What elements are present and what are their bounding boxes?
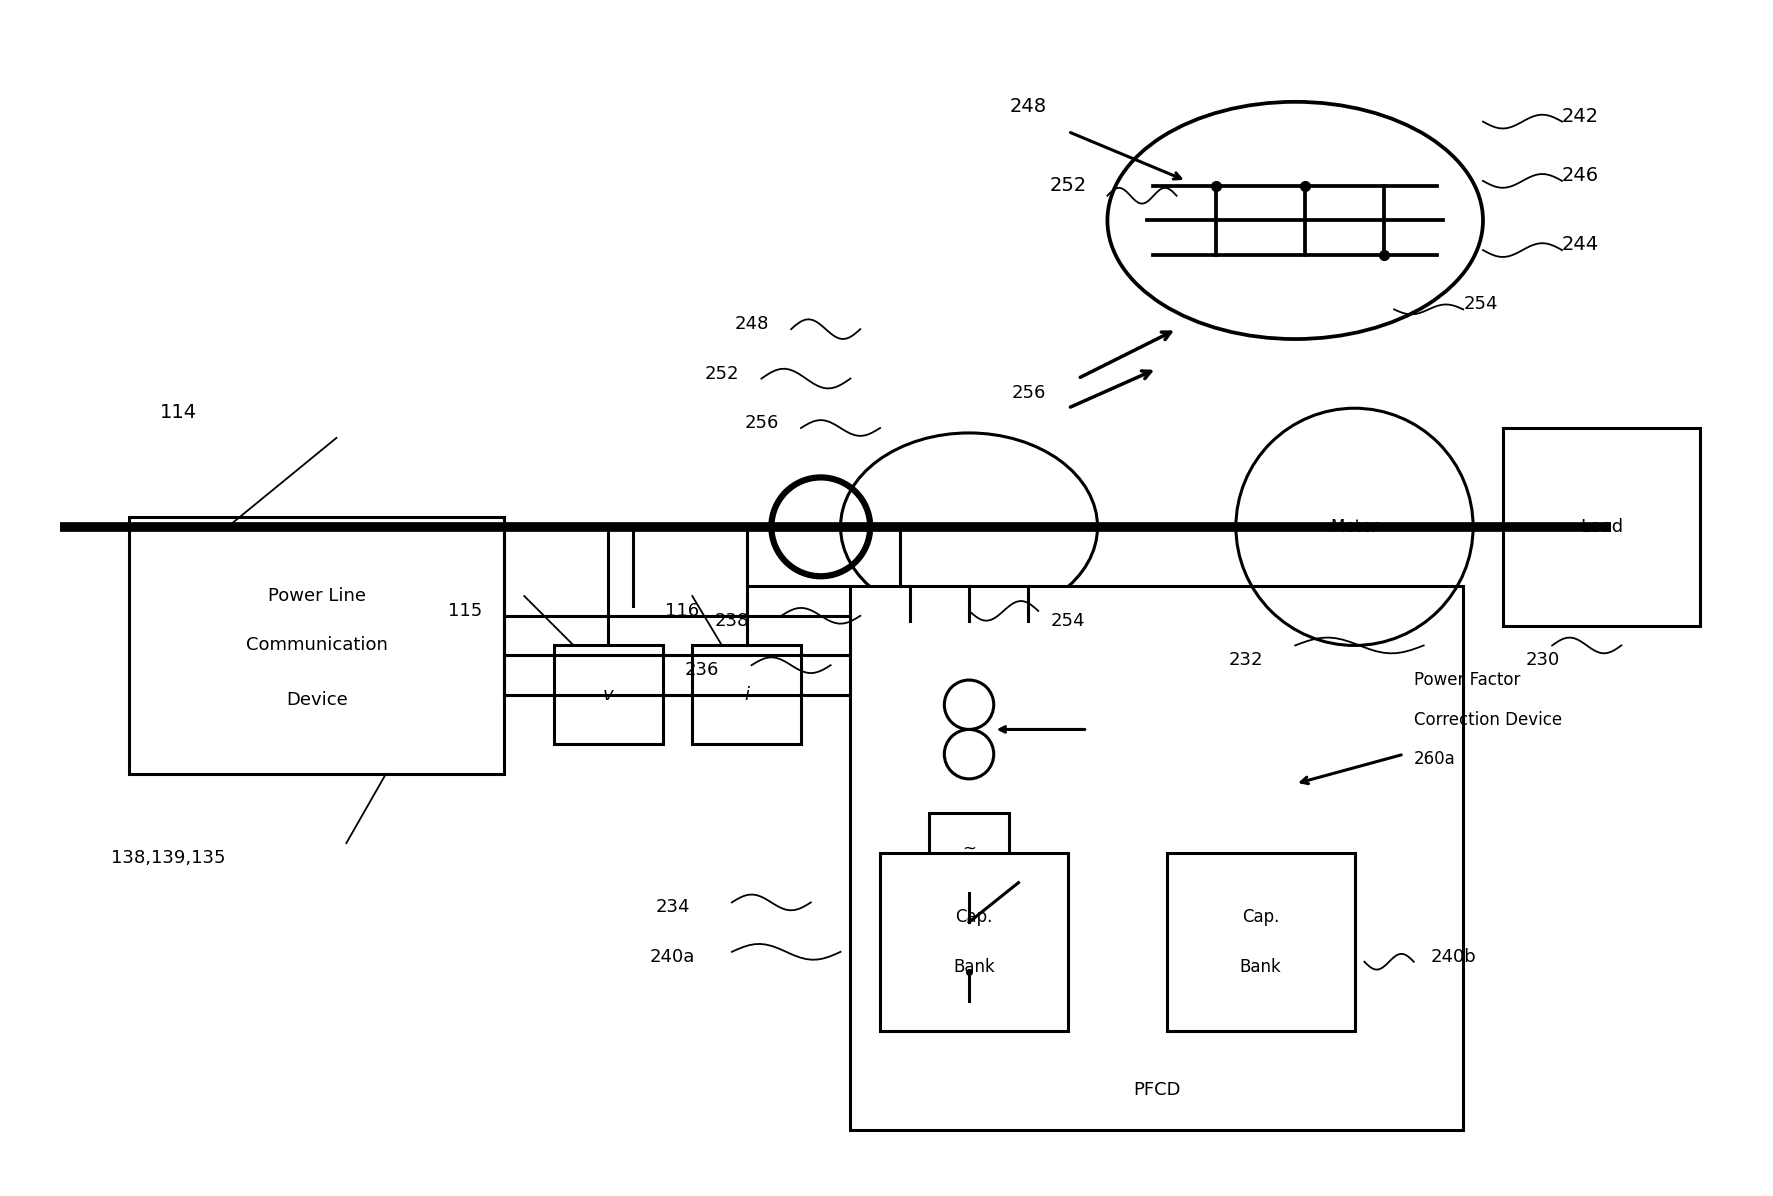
Text: 232: 232 xyxy=(1229,651,1262,670)
Text: 234: 234 xyxy=(656,898,690,916)
Text: 256: 256 xyxy=(1011,384,1046,402)
Text: 115: 115 xyxy=(449,602,482,620)
Text: 114: 114 xyxy=(160,403,197,422)
FancyBboxPatch shape xyxy=(851,586,1463,1130)
Text: Power Line: Power Line xyxy=(268,587,365,605)
Text: 242: 242 xyxy=(1562,106,1599,126)
Text: 138,139,135: 138,139,135 xyxy=(112,849,225,867)
Text: 236: 236 xyxy=(684,661,720,679)
Text: 240a: 240a xyxy=(651,947,695,965)
Text: Bank: Bank xyxy=(1239,958,1282,976)
Text: 252: 252 xyxy=(704,365,739,383)
Text: Bank: Bank xyxy=(954,958,995,976)
Text: Meter: Meter xyxy=(1330,518,1379,536)
Text: Cap.: Cap. xyxy=(1241,908,1280,926)
Text: Communication: Communication xyxy=(246,636,388,654)
Text: 260a: 260a xyxy=(1413,750,1456,768)
Text: Cap.: Cap. xyxy=(956,908,993,926)
FancyBboxPatch shape xyxy=(129,517,505,774)
Text: Correction Device: Correction Device xyxy=(1413,710,1562,728)
Text: 244: 244 xyxy=(1562,236,1599,254)
Text: 254: 254 xyxy=(1463,295,1498,313)
Text: 238: 238 xyxy=(715,611,748,629)
Text: 252: 252 xyxy=(1050,176,1087,195)
Text: 246: 246 xyxy=(1562,166,1599,185)
Text: 240b: 240b xyxy=(1431,947,1477,965)
Text: Load: Load xyxy=(1580,518,1622,536)
FancyBboxPatch shape xyxy=(1504,428,1700,626)
Text: PFCD: PFCD xyxy=(1133,1081,1181,1099)
Text: Device: Device xyxy=(285,691,348,709)
Text: Power Factor: Power Factor xyxy=(1413,671,1519,689)
FancyBboxPatch shape xyxy=(553,646,663,744)
FancyBboxPatch shape xyxy=(929,813,1009,883)
Text: 116: 116 xyxy=(665,602,700,620)
Text: 256: 256 xyxy=(745,414,778,432)
FancyBboxPatch shape xyxy=(1167,853,1355,1031)
FancyBboxPatch shape xyxy=(691,646,801,744)
Text: 254: 254 xyxy=(1051,611,1085,629)
Text: 248: 248 xyxy=(734,316,769,334)
Text: i: i xyxy=(745,685,750,704)
FancyBboxPatch shape xyxy=(879,853,1067,1031)
Text: 248: 248 xyxy=(1011,97,1046,116)
Text: v: v xyxy=(603,685,613,704)
Text: ~: ~ xyxy=(963,840,975,858)
Text: 230: 230 xyxy=(1525,651,1560,670)
